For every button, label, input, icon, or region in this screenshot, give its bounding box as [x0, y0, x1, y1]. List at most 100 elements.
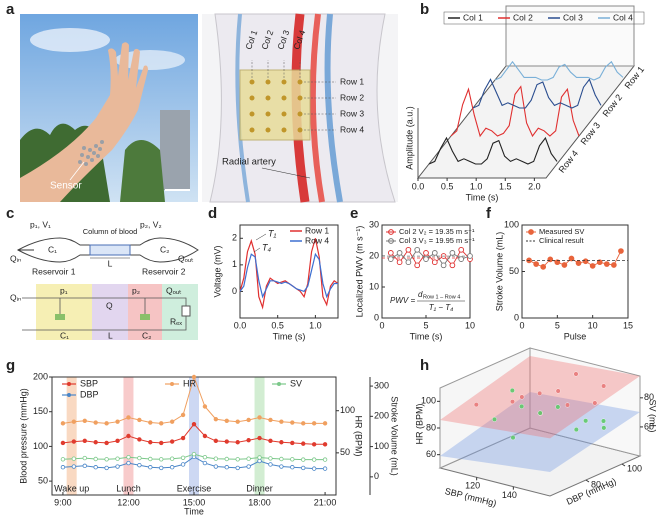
y3-tick-label: 0 [374, 471, 379, 481]
legend-label: Col 2 V₂ = 19.35 m s⁻¹ [399, 227, 475, 236]
x-tick-label: 140 [502, 490, 517, 500]
fit-plane [440, 356, 640, 439]
point [82, 418, 87, 424]
point [93, 465, 98, 470]
x-tick-label: 0 [379, 320, 384, 330]
artery-label: Radial artery [222, 157, 276, 168]
z-tick [621, 463, 626, 467]
x-tick-label: 9:00 [54, 497, 72, 507]
point [213, 416, 219, 422]
point [311, 466, 317, 471]
point [224, 439, 229, 444]
legend-label: Clinical result [539, 236, 585, 245]
point [473, 402, 479, 408]
compliance-label: C₁ [48, 244, 57, 254]
legend-label: HR [183, 378, 196, 388]
point [405, 246, 412, 253]
y3-tick-label: 200 [374, 411, 389, 421]
point [202, 454, 208, 460]
z-tick-label: 80 [591, 479, 601, 489]
point [510, 399, 516, 405]
point [423, 256, 429, 262]
y2-axis-title: SV (mL) [648, 399, 658, 432]
x-tick-label: 15 [623, 320, 633, 330]
panel-label: g [6, 357, 15, 374]
point [561, 262, 568, 268]
connector [390, 249, 471, 267]
legend-swatch [170, 382, 174, 386]
reservoir-label: Reservoir 2 [142, 266, 186, 276]
point [592, 400, 598, 406]
point [510, 435, 516, 441]
z-tick-label: 100 [627, 463, 642, 473]
legend-swatch [67, 382, 71, 386]
point [191, 422, 197, 427]
point [387, 250, 394, 256]
point [191, 374, 197, 380]
x-tick-label: 5 [423, 320, 428, 330]
legend-label: Row 1 [305, 225, 329, 235]
event-label: Lunch [116, 483, 141, 493]
point [533, 261, 539, 267]
point [467, 253, 473, 259]
point [458, 256, 465, 262]
y-tick-label: 200 [33, 371, 48, 381]
point [148, 420, 153, 425]
y-tick-label: 50 [509, 266, 519, 276]
point [322, 421, 328, 426]
point [148, 465, 153, 470]
row-label: Row 1 [340, 76, 364, 86]
y-axis-title: Amplitude (a.u.) [404, 106, 414, 170]
back-wall [505, 5, 635, 67]
point [601, 418, 607, 424]
point [547, 256, 554, 263]
point [246, 437, 251, 443]
point [137, 455, 142, 461]
flow-label: Qₒᵤₜ [166, 285, 182, 295]
y-tick-label: 50 [38, 475, 48, 485]
panel-label: a [6, 1, 15, 18]
point [537, 390, 543, 396]
y-tick-label: 100 [504, 219, 519, 229]
photo: Sensor [20, 14, 198, 202]
point [301, 465, 306, 471]
x-tick-label: 0.5 [271, 320, 284, 330]
legend-swatch [277, 382, 281, 386]
flow-label: Q [106, 300, 113, 310]
point [213, 438, 219, 444]
point [115, 419, 120, 424]
compliance-label: C₂ [142, 330, 151, 340]
point [213, 456, 219, 461]
x-tick-label: 10 [588, 320, 598, 330]
row-label: Row 4 [340, 124, 364, 134]
point [596, 259, 603, 266]
windkessel-diagram: p₁, V₁ p₂, V₂ Column of blood L C₁ C₂ Qᵢ… [10, 219, 199, 340]
length-label: L [108, 330, 113, 340]
point [449, 262, 456, 269]
point [257, 435, 262, 441]
y-axis-title: Stroke Volume (mL) [494, 232, 504, 312]
point [396, 259, 403, 266]
y-tick-label: 100 [33, 441, 48, 451]
x-tick-label: 0 [519, 320, 524, 330]
event-label: Dinner [246, 483, 273, 493]
point [279, 440, 284, 445]
x-tick-label: 10 [465, 320, 475, 330]
annotation: T₄ [262, 242, 271, 252]
point [115, 438, 120, 444]
formula: PWV = [390, 296, 415, 305]
point [492, 416, 498, 422]
point [601, 425, 607, 431]
panel-label: d [208, 205, 217, 222]
y-tick-label: 150 [33, 406, 48, 416]
point [104, 457, 109, 462]
trace [472, 78, 602, 109]
point [202, 404, 208, 409]
point [311, 442, 317, 447]
point [257, 415, 262, 420]
point [60, 457, 66, 462]
point [159, 465, 164, 471]
column-label: Column of blood [83, 227, 138, 236]
state-label: p₁, V₁ [30, 219, 51, 229]
